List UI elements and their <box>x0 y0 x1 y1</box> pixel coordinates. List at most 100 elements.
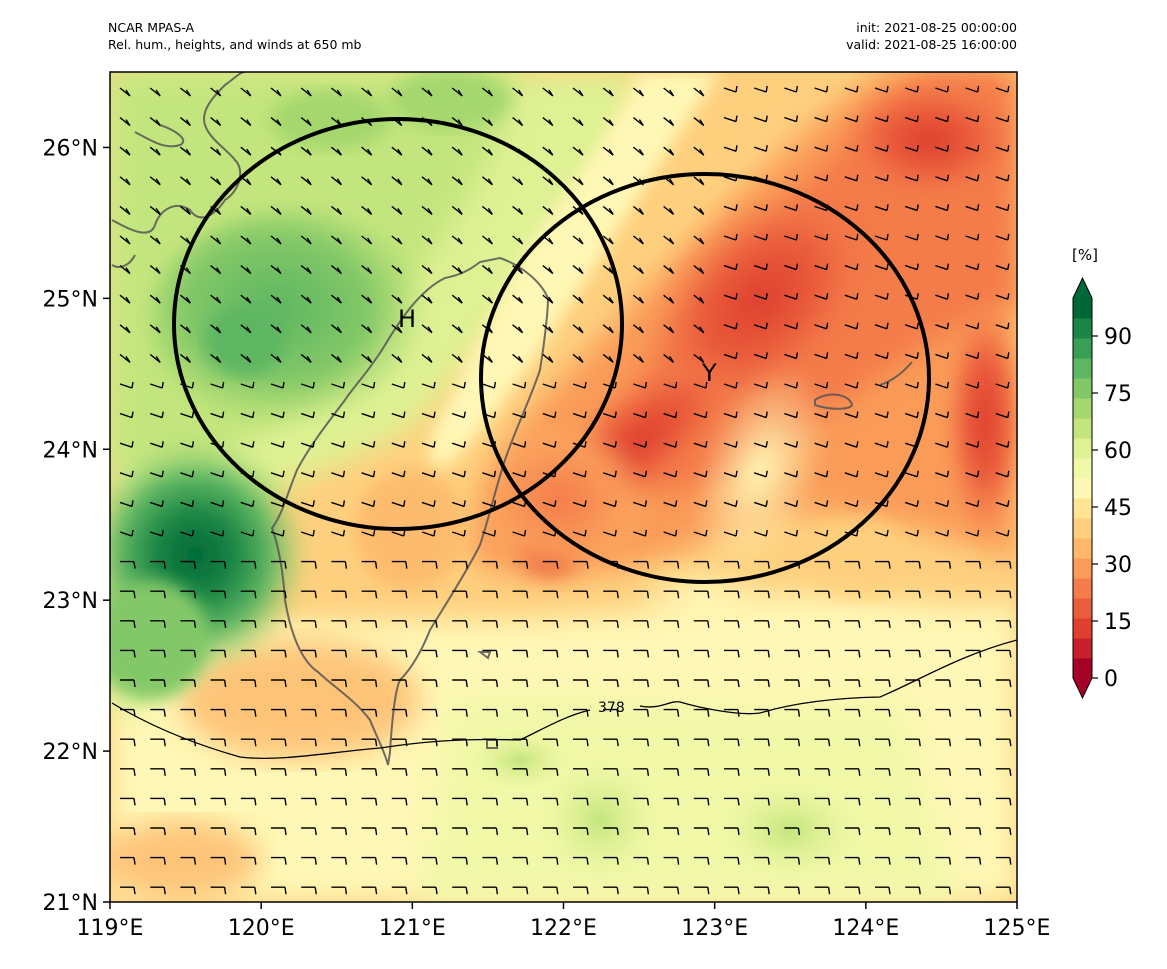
wind-barb <box>300 146 312 156</box>
wind-barb <box>240 500 255 508</box>
header-left: NCAR MPAS-A Rel. hum., heights, and wind… <box>108 19 362 53</box>
wind-barb <box>422 797 438 806</box>
wind-barb <box>482 620 499 628</box>
wind-barb <box>149 265 161 275</box>
wind-barb <box>391 146 403 156</box>
wind-barb <box>512 649 529 658</box>
wind-barb <box>784 204 799 212</box>
wind-barb <box>572 117 584 127</box>
wind-barb <box>301 738 317 747</box>
wind-barb <box>240 590 257 599</box>
wind-barb <box>452 620 468 628</box>
wind-barb <box>693 856 710 865</box>
wind-barb <box>542 738 559 747</box>
wind-barb <box>874 529 889 537</box>
lon-tick-label: 124°E <box>832 916 899 941</box>
wind-barb <box>935 856 952 865</box>
wind-barb <box>965 620 982 628</box>
wind-barb <box>965 797 982 806</box>
wind-barb <box>451 205 463 215</box>
wind-barb <box>542 560 559 569</box>
wind-barb <box>119 470 134 478</box>
wind-barb <box>240 738 257 747</box>
wind-barb <box>784 500 799 508</box>
wind-barb <box>179 146 191 156</box>
wind-barb <box>452 856 468 865</box>
wind-barb <box>995 85 1010 93</box>
wind-barb <box>210 117 222 127</box>
wind-barb <box>995 708 1012 717</box>
wind-barb <box>935 620 952 628</box>
wind-barb <box>904 263 919 271</box>
wind-barb <box>210 768 227 776</box>
wind-barb <box>119 146 131 156</box>
wind-barb <box>753 204 768 212</box>
wind-barb <box>995 322 1010 330</box>
wind-barb <box>573 886 589 895</box>
wind-barb <box>935 797 952 806</box>
wind-barb <box>240 353 252 363</box>
wind-barb <box>935 738 952 747</box>
wind-barb <box>180 827 197 836</box>
wind-barb <box>300 381 315 389</box>
wind-barb <box>935 529 950 537</box>
wind-barb <box>331 708 348 717</box>
wind-barb <box>724 738 740 747</box>
wind-barb <box>935 233 950 241</box>
wind-barb <box>270 441 285 448</box>
wind-barb <box>572 176 584 186</box>
wind-barb <box>844 768 861 776</box>
wind-barb <box>482 768 499 776</box>
wind-barb <box>814 886 831 895</box>
wind-barb <box>150 560 166 569</box>
wind-barb <box>210 411 225 419</box>
wind-barb <box>271 708 287 717</box>
wind-barb <box>300 235 312 245</box>
wind-barb <box>330 294 342 304</box>
wind-barb <box>452 560 468 569</box>
wind-barb <box>784 293 799 300</box>
wind-barb <box>724 827 740 836</box>
wind-barb <box>965 441 980 448</box>
valid-time: valid: 2021-08-25 16:00:00 <box>846 37 1017 52</box>
colorbar-segment <box>1073 498 1092 519</box>
wind-barb <box>391 294 403 304</box>
wind-barb <box>271 738 287 747</box>
wind-barb <box>723 411 738 419</box>
wind-barb <box>451 146 463 156</box>
wind-barb <box>663 827 680 836</box>
wind-barb <box>120 649 136 658</box>
wind-barb <box>452 708 468 717</box>
wind-barb <box>210 827 227 836</box>
wind-barb <box>602 235 614 245</box>
wind-barb <box>965 470 980 478</box>
wind-barb <box>904 411 919 419</box>
wind-barb <box>573 768 589 776</box>
wind-barb <box>330 205 342 215</box>
wind-barb <box>119 529 134 537</box>
wind-barb <box>149 235 161 245</box>
wind-barb <box>361 381 376 389</box>
wind-barb <box>421 441 436 448</box>
wind-barb <box>119 176 131 186</box>
wind-barb <box>240 235 252 245</box>
colorbar-tick-label: 90 <box>1104 325 1132 350</box>
wind-barb <box>663 679 680 688</box>
wind-barb <box>512 117 524 127</box>
wind-barb <box>784 352 799 360</box>
wind-barb <box>844 470 859 478</box>
wind-barb <box>844 886 861 895</box>
wind-barb <box>210 324 222 334</box>
wind-barb <box>361 235 373 245</box>
wind-barb <box>210 708 227 717</box>
wind-barb <box>301 679 317 688</box>
lon-tick-label: 121°E <box>379 916 446 941</box>
wind-barb <box>602 324 614 334</box>
wind-barb <box>663 768 680 776</box>
lat-tick-label: 22°N <box>43 740 98 765</box>
wind-barb <box>753 145 768 152</box>
wind-barb <box>995 411 1010 419</box>
wind-barb <box>905 560 921 569</box>
wind-barb <box>693 324 705 334</box>
wind-barb <box>995 560 1012 569</box>
